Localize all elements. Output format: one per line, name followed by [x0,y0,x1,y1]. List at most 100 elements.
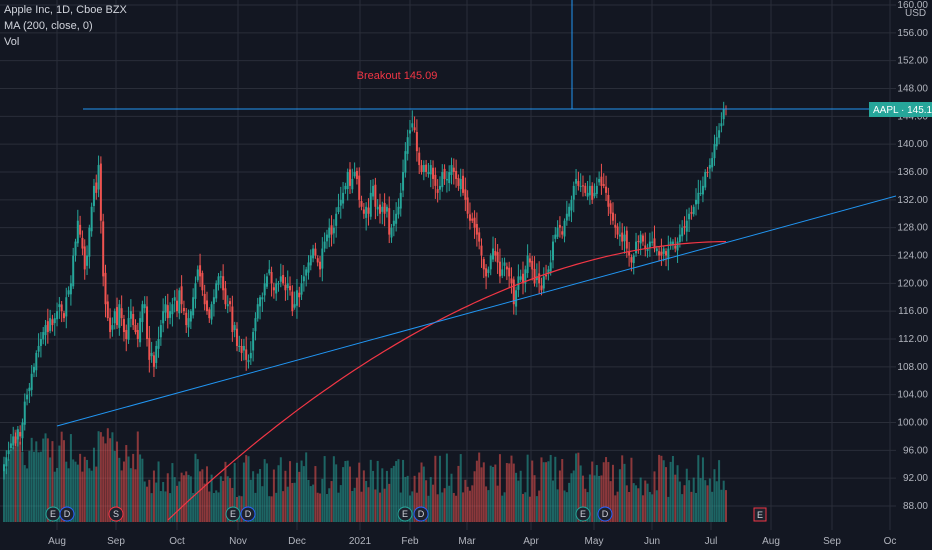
candle-body [581,185,584,187]
candle-body [187,318,190,328]
volume-bar [263,459,266,522]
candle-body [102,221,105,277]
volume-bar [279,457,282,522]
volume-bar [247,456,250,522]
volume-bar [46,438,49,522]
candle-body [660,251,663,256]
volume-bar [81,471,84,522]
volume-bar [697,455,700,522]
candle-body [307,262,310,273]
y-tick-label: 108.00 [897,362,928,373]
candle-body [468,214,471,221]
candle-body [418,152,421,166]
trendline[interactable] [56,195,897,427]
event-marker-letter: E [402,509,408,519]
candle-body [314,248,317,256]
volume-bar [646,483,649,522]
candle-body [35,352,38,371]
candle-body [404,151,407,173]
event-marker-circle [59,506,75,522]
candle-body [542,276,545,289]
candle-body [651,241,654,243]
volume-bar [685,468,688,522]
candle-body [579,185,582,187]
candle-body [305,269,308,276]
volume-bar [618,469,621,522]
y-tick-label: 104.00 [897,390,928,401]
candle-body [688,213,691,220]
candle-body [637,240,640,242]
candle-body [16,429,19,440]
volume-bar [381,468,384,522]
volume-bar [245,455,248,522]
candle-body [192,297,195,316]
candle-body [498,261,501,277]
x-tick-label: Sep [107,536,125,547]
volume-bar [166,473,169,522]
volume-bar [489,465,492,522]
candle-body [67,290,70,295]
candle-body [545,275,548,277]
volume-bar [291,482,294,522]
candle-body [510,278,513,284]
volume-bar [397,459,400,522]
candle-body [588,185,591,196]
candle-body [319,261,322,270]
candle-body [425,164,428,172]
volume-bar [99,432,102,522]
volume-bar [464,479,467,522]
legend-volume[interactable]: Vol [4,36,20,48]
candle-body [665,251,668,256]
candle-body [676,241,679,251]
grid [0,0,896,530]
candle-body [182,307,185,312]
volume-bar [182,475,185,522]
time-axis[interactable] [0,530,932,550]
candle-body [598,178,601,183]
legend-ma[interactable]: MA (200, close, 0) [4,20,93,32]
volume-bar [715,481,718,522]
breakout-annotation[interactable]: Breakout 145.09 [357,70,438,82]
candle-body [678,234,681,243]
volume-bar [457,465,460,522]
candle-body [360,201,363,207]
volume-bar [434,455,437,522]
event-marker-circle [108,506,124,522]
price-axis[interactable] [896,0,932,530]
candle-body [372,185,375,197]
candle-body [459,178,462,190]
candle-body [58,304,61,308]
candle-body [222,276,225,291]
price-tag[interactable]: AAPL · 145.11 [873,105,932,116]
volume-bar [141,458,144,522]
x-tick-label: Mar [458,536,476,547]
volume-bar [157,461,160,522]
volume-bar [565,492,568,522]
volume-bar [259,468,262,522]
candle-body [362,209,365,214]
candle-body [231,306,234,333]
volume-bar [510,455,513,522]
volume-bar [568,482,571,522]
volume-bar [549,454,552,522]
volume-bar [443,488,446,522]
candle-body [722,109,725,120]
event-marker-circle [240,506,256,522]
volume-bar [450,473,453,522]
volume-bar [581,475,584,522]
volume-bar [222,480,225,522]
candle-body [282,274,285,284]
candle-body [392,220,395,226]
volume-bar [293,482,296,522]
volume-bar [76,464,79,522]
future-earnings-marker: E [753,507,767,522]
legend-symbol[interactable]: Apple Inc, 1D, Cboe BZX [4,4,127,16]
event-marker: E [225,506,241,522]
candle-body [32,366,35,373]
candle-body [630,257,633,263]
volume-bar [526,454,529,522]
candle-body [178,290,181,314]
volume-bar [104,443,107,522]
